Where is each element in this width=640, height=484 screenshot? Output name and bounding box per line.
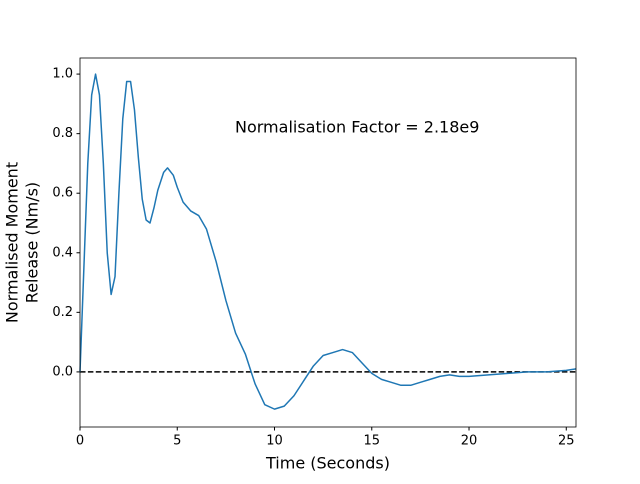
plot-frame bbox=[79, 57, 577, 428]
y-tick-label: 0.8 bbox=[52, 126, 73, 141]
x-tick-label: 20 bbox=[461, 434, 478, 449]
x-tick-label: 5 bbox=[173, 434, 181, 449]
x-tick-label: 10 bbox=[266, 434, 283, 449]
y-tick-label: 0.6 bbox=[52, 186, 73, 201]
annotation: Normalisation Factor = 2.18e9 bbox=[235, 118, 479, 137]
x-axis-label: Time (Seconds) bbox=[265, 454, 390, 473]
x-tick-label: 25 bbox=[558, 434, 575, 449]
data-line bbox=[79, 73, 577, 410]
y-tick-label: 0.0 bbox=[52, 364, 73, 379]
y-axis-label: Release (Nm/s) bbox=[23, 182, 42, 303]
y-tick-label: 0.4 bbox=[52, 245, 73, 260]
y-tick-label: 0.2 bbox=[52, 305, 73, 320]
x-tick-label: 15 bbox=[363, 434, 380, 449]
x-tick-label: 0 bbox=[76, 434, 84, 449]
y-axis-label: Normalised Moment bbox=[3, 162, 22, 323]
y-tick-label: 1.0 bbox=[52, 67, 73, 82]
